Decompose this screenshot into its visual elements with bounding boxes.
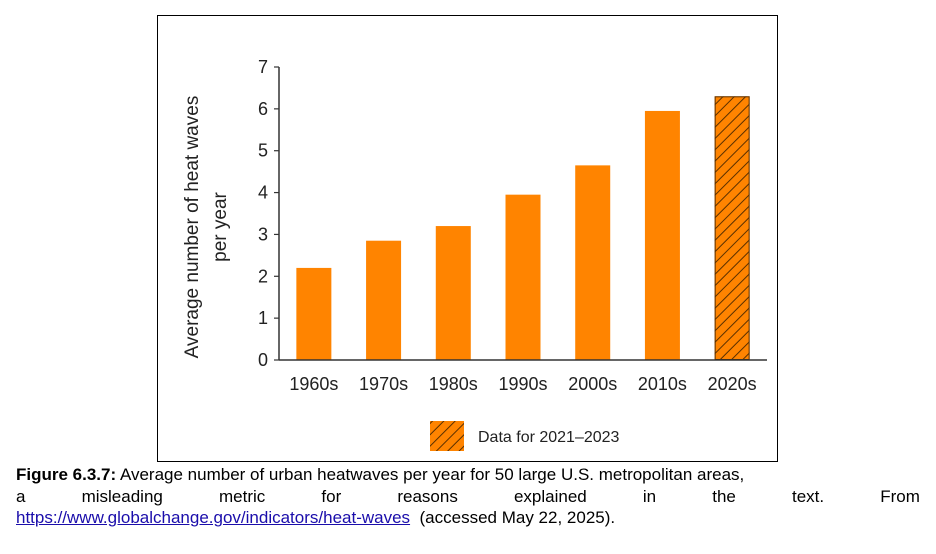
x-tick-label: 1990s: [498, 374, 547, 394]
y-tick-label: 6: [258, 99, 268, 119]
x-tick-label: 1960s: [289, 374, 338, 394]
bar-1990s: [505, 194, 541, 360]
caption-word: in: [642, 486, 657, 506]
y-tick-label: 0: [258, 350, 268, 370]
bar-2000s: [575, 165, 611, 360]
caption-word: explained: [513, 486, 587, 506]
caption-line2: a misleading metric for reasons explaine…: [16, 486, 920, 508]
caption-word: text.: [792, 486, 825, 506]
caption-word: for: [321, 486, 342, 506]
source-link[interactable]: https://www.globalchange.gov/indicators/…: [16, 508, 411, 527]
x-tick-label: 2020s: [708, 374, 757, 394]
y-axis-label-line-1: Average number of heat waves: [182, 96, 203, 359]
figure-caption: Figure 6.3.7: Average number of urban he…: [16, 464, 920, 529]
x-tick-label: 2010s: [638, 374, 687, 394]
caption-word: misleading: [81, 486, 163, 506]
caption-label: Figure 6.3.7:: [16, 465, 117, 484]
y-tick-label: 7: [258, 57, 268, 77]
legend: Data for 2021–2023: [430, 421, 620, 451]
x-axis-ticks: 1960s 1970s 1980s 1990s 2000s 2010s 2020s: [289, 374, 756, 394]
x-tick-label: 1970s: [359, 374, 408, 394]
bar-chart: Average number of heat waves per year 0 1…: [182, 57, 767, 451]
y-tick-label: 1: [258, 308, 268, 328]
y-tick-label: 2: [258, 266, 268, 286]
caption-word: From: [880, 486, 920, 506]
legend-label: Data for 2021–2023: [478, 429, 620, 446]
bar-2010s: [644, 110, 680, 360]
caption-word: metric: [218, 486, 266, 506]
y-axis-label-line-2: per year: [210, 191, 231, 261]
y-tick-label: 4: [258, 183, 268, 203]
y-axis-label: Average number of heat waves per year: [182, 96, 231, 359]
legend-swatch: [430, 421, 464, 451]
x-tick-label: 1980s: [429, 374, 478, 394]
bar-2020s: [714, 96, 750, 361]
caption-word: a: [16, 486, 26, 506]
y-tick-label: 5: [258, 141, 268, 161]
caption-word: reasons: [397, 486, 458, 506]
bar-1960s: [296, 267, 332, 360]
bar-1970s: [366, 240, 402, 360]
bars: [296, 96, 750, 361]
caption-text-line1: Average number of urban heatwaves per ye…: [119, 465, 745, 484]
y-tick-label: 3: [258, 224, 268, 244]
bar-1980s: [435, 226, 471, 360]
caption-word: the: [712, 486, 736, 506]
x-tick-label: 2000s: [568, 374, 617, 394]
caption-accessed: (accessed May 22, 2025).: [419, 508, 616, 527]
y-axis-ticks: 0 1 2 3 4 5 6 7: [258, 57, 279, 370]
figure-frame: Average number of heat waves per year 0 1…: [157, 15, 778, 462]
